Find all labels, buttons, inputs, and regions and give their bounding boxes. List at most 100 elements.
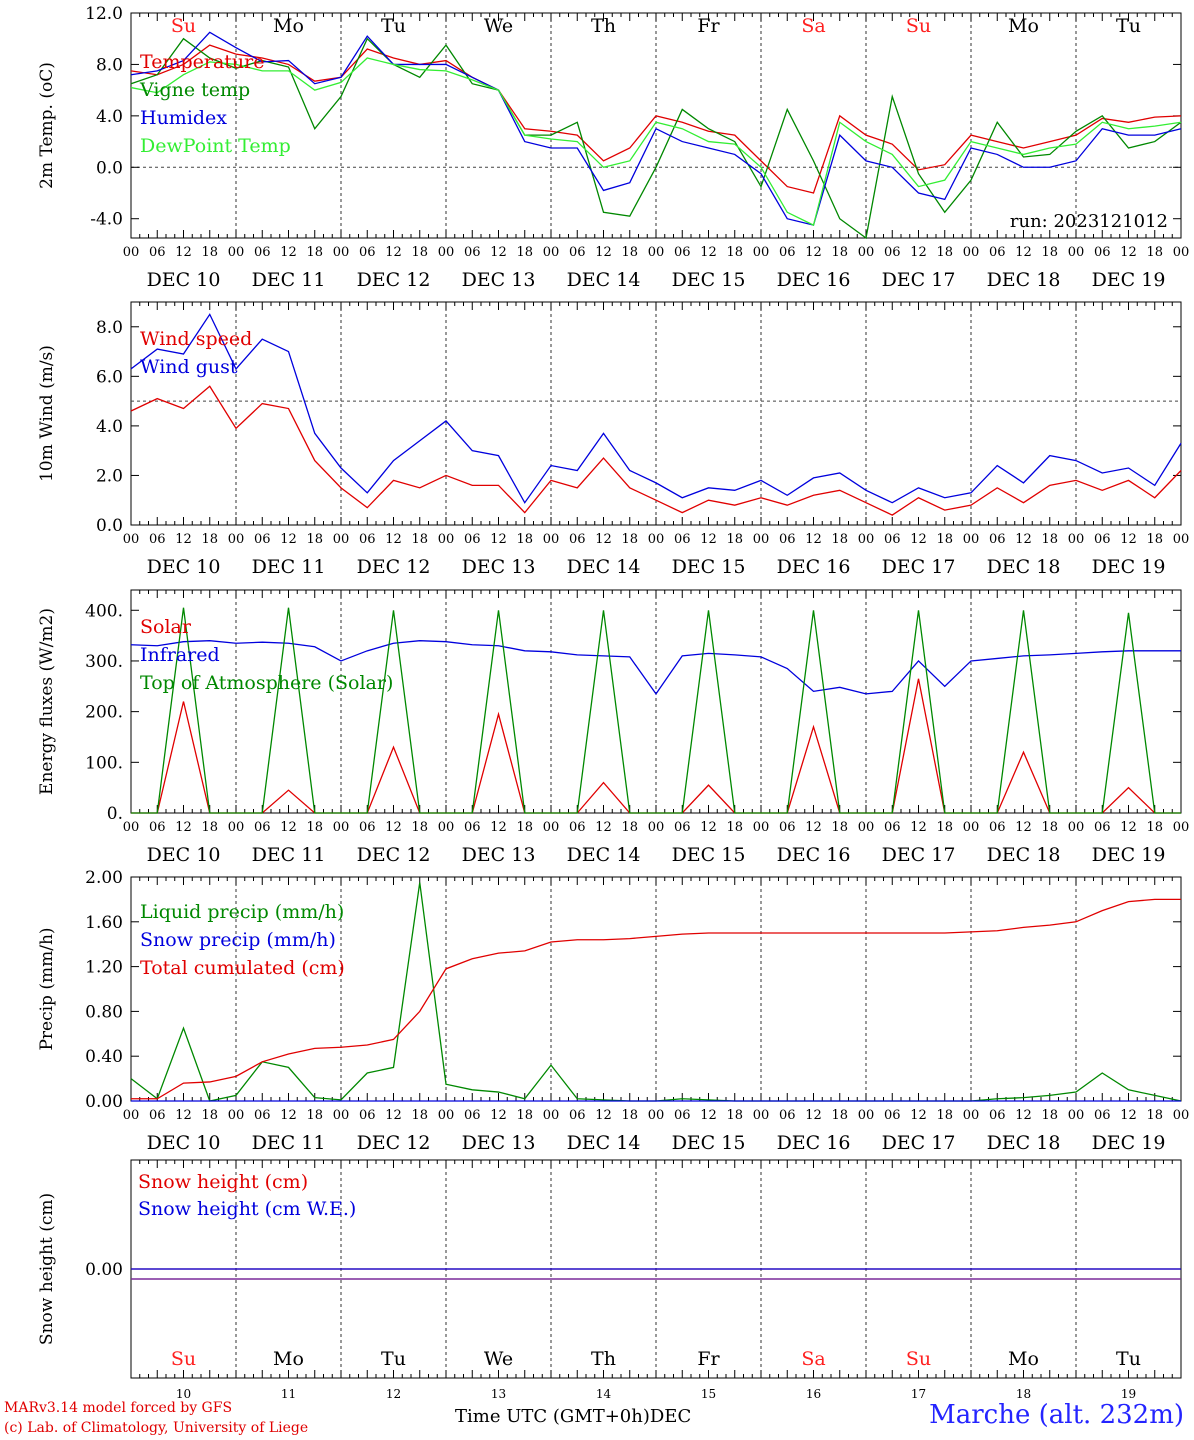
hour-tick-label: 06 <box>254 245 271 260</box>
hour-tick-label: 00 <box>648 245 665 260</box>
hour-tick-label: 00 <box>333 1108 350 1123</box>
hour-tick-label: 12 <box>595 532 612 547</box>
hour-tick-label: 06 <box>254 532 271 547</box>
hour-tick-label: 00 <box>123 245 140 260</box>
hour-tick-label: 06 <box>674 820 691 835</box>
hour-tick-label: 06 <box>359 820 376 835</box>
y-tick-label: 2.00 <box>85 868 123 888</box>
y-tick-label: 1.60 <box>85 913 123 933</box>
hour-tick-label: 18 <box>201 1108 218 1123</box>
hour-tick-label: 06 <box>359 1108 376 1123</box>
hour-tick-label: 06 <box>149 820 166 835</box>
hour-tick-label: 06 <box>779 820 796 835</box>
y-axis-label: Energy fluxes (W/m2) <box>37 608 57 795</box>
hour-tick-label: 18 <box>411 820 428 835</box>
day-date-label: DEC 16 <box>777 556 851 578</box>
day-name-top: Mo <box>273 15 304 37</box>
hour-tick-label: 12 <box>700 245 717 260</box>
legend-entry: Solar <box>140 616 192 638</box>
day-name-top: Tu <box>1116 15 1141 37</box>
hour-tick-label: 00 <box>753 1108 770 1123</box>
hour-tick-label: 18 <box>201 245 218 260</box>
hour-tick-label: 12 <box>280 820 297 835</box>
hour-tick-label: 12 <box>700 820 717 835</box>
legend-entry: Wind speed <box>140 328 252 350</box>
hour-tick-label: 12 <box>805 245 822 260</box>
hour-tick-label: 18 <box>831 1108 848 1123</box>
hour-tick-label: 12 <box>175 245 192 260</box>
day-date-label: DEC 12 <box>357 1132 431 1154</box>
day-date-label: DEC 18 <box>987 844 1061 866</box>
legend-entry: DewPoint Temp <box>140 135 291 157</box>
lab-credit: (c) Lab. of Climatology, University of L… <box>4 1420 309 1436</box>
day-date-label: DEC 17 <box>882 1132 956 1154</box>
day-name-top: Su <box>171 15 196 37</box>
hour-tick-label: 12 <box>910 532 927 547</box>
y-tick-label: 4.0 <box>96 107 123 127</box>
hour-tick-label: 12 <box>1015 820 1032 835</box>
hour-tick-label: 00 <box>1068 245 1085 260</box>
hour-tick-label: 06 <box>569 245 586 260</box>
hour-tick-label: 06 <box>674 1108 691 1123</box>
day-date-label: DEC 18 <box>987 556 1061 578</box>
hour-tick-label: 06 <box>989 820 1006 835</box>
day-number: 15 <box>701 1387 716 1401</box>
hour-tick-label: 12 <box>280 245 297 260</box>
hour-tick-label: 00 <box>753 820 770 835</box>
hour-tick-label: 00 <box>123 820 140 835</box>
hour-tick-label: 00 <box>753 532 770 547</box>
hour-tick-label: 18 <box>201 820 218 835</box>
hour-tick-label: 12 <box>385 820 402 835</box>
hour-tick-label: 00 <box>228 532 245 547</box>
hour-tick-label: 06 <box>884 532 901 547</box>
hour-tick-label: 06 <box>884 1108 901 1123</box>
hour-tick-label: 18 <box>306 820 323 835</box>
hour-tick-label: 06 <box>149 245 166 260</box>
hour-tick-label: 00 <box>1068 1108 1085 1123</box>
hour-tick-label: 18 <box>936 532 953 547</box>
hour-tick-label: 12 <box>280 1108 297 1123</box>
day-date-label: DEC 16 <box>777 269 851 291</box>
day-number: 10 <box>176 1387 191 1401</box>
y-tick-label: 0.0 <box>96 158 123 178</box>
hour-tick-label: 18 <box>831 245 848 260</box>
hour-tick-label: 12 <box>1120 245 1137 260</box>
hour-tick-label: 00 <box>1068 532 1085 547</box>
hour-tick-label: 18 <box>306 1108 323 1123</box>
y-tick-label: 0.00 <box>85 1260 123 1280</box>
hour-tick-label: 06 <box>569 1108 586 1123</box>
hour-tick-label: 18 <box>1146 245 1163 260</box>
day-date-label: DEC 12 <box>357 269 431 291</box>
panel-2 <box>130 301 1182 526</box>
hour-tick-label: 06 <box>464 1108 481 1123</box>
hour-tick-label: 00 <box>543 1108 560 1123</box>
hour-tick-label: 06 <box>989 1108 1006 1123</box>
day-date-label: DEC 19 <box>1092 844 1166 866</box>
hour-tick-label: 12 <box>1015 245 1032 260</box>
panel-3 <box>130 589 1182 814</box>
hour-tick-label: 00 <box>438 1108 455 1123</box>
hour-tick-label: 06 <box>779 1108 796 1123</box>
day-name-bottom: Fr <box>697 1348 720 1370</box>
hour-tick-label: 06 <box>254 820 271 835</box>
legend-entry: Humidex <box>140 107 227 129</box>
hour-tick-label: 00 <box>228 245 245 260</box>
hour-tick-label: 00 <box>438 532 455 547</box>
hour-tick-label: 18 <box>516 1108 533 1123</box>
hour-tick-label: 18 <box>1041 820 1058 835</box>
hour-tick-label: 18 <box>621 532 638 547</box>
day-number: 17 <box>911 1387 926 1401</box>
day-name-bottom: Mo <box>1008 1348 1039 1370</box>
series-line <box>130 385 1182 516</box>
hour-tick-label: 18 <box>1146 820 1163 835</box>
day-date-label: DEC 11 <box>252 269 326 291</box>
day-name-top: Su <box>906 15 931 37</box>
hour-tick-label: 00 <box>858 532 875 547</box>
day-name-top: Mo <box>1008 15 1039 37</box>
day-date-label: DEC 16 <box>777 1132 851 1154</box>
day-number: 16 <box>806 1387 821 1401</box>
plot-frame <box>130 301 1182 526</box>
day-name-top: Tu <box>381 15 406 37</box>
hour-tick-label: 18 <box>621 245 638 260</box>
hour-tick-label: 18 <box>726 820 743 835</box>
